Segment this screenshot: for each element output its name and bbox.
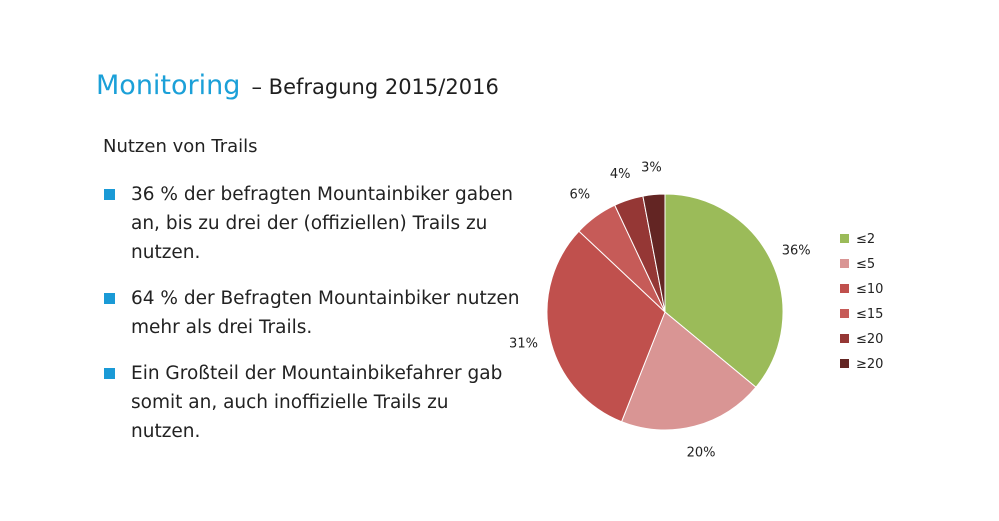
bullet-item: Ein Großteil der Mountainbikefahrer gab … (103, 359, 523, 446)
legend-label: ≤20 (856, 332, 883, 347)
legend-swatch (840, 309, 849, 318)
pie-slice (620, 311, 757, 431)
legend-label: ≤2 (856, 232, 875, 247)
legend-label: ≥20 (856, 357, 883, 372)
pie-value-label: 3% (641, 161, 662, 176)
legend-swatch (840, 259, 849, 268)
bullet-text: Ein Großteil der Mountainbikefahrer gab … (131, 363, 503, 442)
bullet-text: 64 % der Befragten Mountainbiker nutzen … (131, 288, 520, 338)
pie-value-label: 4% (610, 167, 631, 182)
bullet-text: 36 % der befragten Mountainbiker gaben a… (131, 184, 513, 263)
pie-slices (546, 193, 784, 431)
chart-legend: ≤2 ≤5 ≤10 ≤15 ≤20 ≥20 (840, 232, 883, 372)
pie-value-label: 6% (569, 188, 590, 203)
bullet-item: 64 % der Befragten Mountainbiker nutzen … (103, 284, 523, 342)
square-bullet-icon (104, 293, 115, 304)
square-bullet-icon (104, 368, 115, 379)
legend-swatch (840, 234, 849, 243)
slide-title: Monitoring – Befragung 2015/2016 (96, 70, 499, 101)
legend-swatch (840, 284, 849, 293)
bullet-list: 36 % der befragten Mountainbiker gaben a… (103, 180, 523, 463)
title-sub: – Befragung 2015/2016 (251, 75, 499, 99)
title-main: Monitoring (96, 70, 241, 101)
pie-value-label: 36% (782, 243, 811, 258)
legend-label: ≤5 (856, 257, 875, 272)
legend-label: ≤10 (856, 282, 883, 297)
section-subtitle: Nutzen von Trails (103, 136, 258, 157)
pie-slice (546, 230, 666, 423)
square-bullet-icon (104, 189, 115, 200)
pie-slice (664, 193, 784, 388)
pie-value-label: 20% (687, 445, 716, 460)
bullet-item: 36 % der befragten Mountainbiker gaben a… (103, 180, 523, 267)
pie-value-labels: 36% 20% 31% 6% 4% 3% (509, 161, 811, 461)
legend-swatch (840, 334, 849, 343)
legend-swatch (840, 359, 849, 368)
pie-value-label: 31% (509, 337, 538, 352)
legend-label: ≤15 (856, 307, 883, 322)
pie-slice (642, 193, 666, 313)
